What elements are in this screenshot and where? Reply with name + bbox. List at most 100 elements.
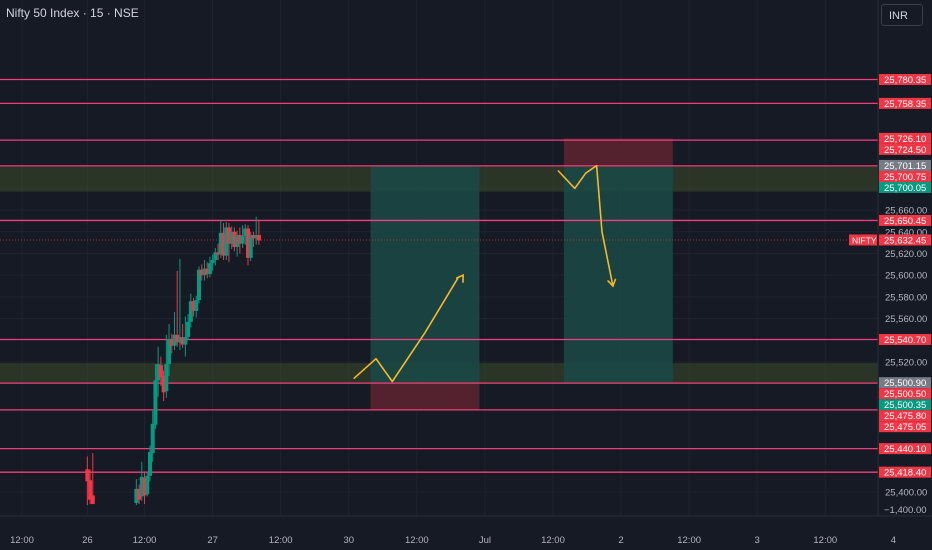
price-level-tag <box>879 410 931 422</box>
price-level-tag-label: 25,418.40 <box>884 468 926 479</box>
candle-body <box>147 451 152 476</box>
candle-body <box>150 423 155 454</box>
currency-button[interactable]: INR <box>881 4 923 26</box>
candle-body <box>218 232 223 255</box>
price-tick-label: 25,520.00 <box>885 357 927 368</box>
price-level-tag-label: 25,701.15 <box>884 161 926 172</box>
price-level-tag-label: 25,500.50 <box>884 389 926 400</box>
candle-body <box>207 263 212 275</box>
time-tick-label: 12:00 <box>133 535 157 546</box>
price-level-tag <box>879 170 931 182</box>
time-tick-label: 12:00 <box>813 535 837 546</box>
candle-body <box>169 339 174 346</box>
candle-body <box>237 235 242 244</box>
price-level-tag-label: 25,650.45 <box>884 216 926 227</box>
candle-body <box>229 231 234 244</box>
price-level-tag-label: −1,400.00 <box>884 505 927 516</box>
candle-body <box>145 475 150 495</box>
price-axis[interactable]: 25,680.0025,660.0025,640.0025,620.0025,6… <box>849 0 932 516</box>
candle-body <box>139 476 144 497</box>
price-level-tag-label: 25,700.05 <box>884 183 926 194</box>
time-tick-label: 2 <box>618 535 623 546</box>
candle-body <box>172 334 177 346</box>
up-arrow-sketch <box>353 277 459 383</box>
price-level-tag-label: 25,440.10 <box>884 444 926 455</box>
candle-body <box>199 269 204 276</box>
down-arrow-sketch <box>557 164 614 287</box>
candle-body <box>88 480 93 500</box>
symbol-tag <box>849 234 877 246</box>
time-tick-label: 3 <box>755 535 760 546</box>
candle-body <box>254 235 259 239</box>
time-axis-bg <box>0 516 932 550</box>
price-tick-label: 25,600.00 <box>885 271 927 282</box>
time-tick-label: 12:00 <box>269 535 293 546</box>
candle-body <box>246 228 251 258</box>
candle-body <box>240 236 245 244</box>
price-level-tag-label: 25,726.10 <box>884 134 926 145</box>
price-level-tag-label: 25,700.75 <box>884 172 926 183</box>
price-level-tag <box>879 132 931 144</box>
candle-body <box>256 235 261 241</box>
price-level-tag-label: 25,500.35 <box>884 400 926 411</box>
candle-body <box>224 227 229 256</box>
price-level-tag <box>879 159 931 171</box>
candle-body <box>191 301 196 311</box>
price-level-tag <box>879 466 931 478</box>
time-tick-label: 26 <box>82 535 93 546</box>
price-level-tag <box>879 443 931 455</box>
price-tick-label: 25,640.00 <box>885 227 927 238</box>
price-level-tag <box>879 143 931 155</box>
time-tick-label: 12:00 <box>541 535 565 546</box>
candle-body <box>183 337 188 345</box>
price-level-tag-label: 25,758.35 <box>884 99 926 110</box>
price-level-tag <box>879 421 931 433</box>
candles <box>85 216 261 506</box>
level-lines <box>0 78 878 473</box>
candle-body <box>205 268 210 275</box>
candle-body <box>216 252 221 255</box>
price-tick-label: 25,660.00 <box>885 206 927 217</box>
price-level-tag <box>879 377 931 389</box>
candle-body <box>161 376 166 393</box>
candle-body <box>213 252 218 260</box>
candle-body <box>153 380 158 425</box>
candle-body <box>235 235 240 247</box>
sketches <box>353 164 617 383</box>
up-arrow-sketch-head <box>455 273 464 283</box>
time-tick-label: 4 <box>891 535 896 546</box>
candle-body <box>202 268 207 276</box>
candle-body <box>137 488 142 500</box>
price-level-tag <box>879 333 931 345</box>
last-price-tag <box>879 234 931 246</box>
candle-body <box>251 235 256 239</box>
candle-body <box>196 269 201 301</box>
price-level-tag <box>879 74 931 86</box>
short-position-target-area <box>563 166 673 384</box>
candle-body <box>85 469 90 482</box>
time-tick-label: 12:00 <box>10 535 34 546</box>
candle-body <box>221 232 226 256</box>
time-tick-label: Jul <box>479 535 491 546</box>
candle-body <box>142 478 147 496</box>
time-tick-label: 12:00 <box>677 535 701 546</box>
candle-body <box>194 300 199 311</box>
candle-body <box>167 339 172 365</box>
symbol-title[interactable]: Nifty 50 Index · 15 · NSE <box>6 6 139 20</box>
price-tick-label: 25,620.00 <box>885 249 927 260</box>
candle-body <box>158 365 163 378</box>
candle-body <box>232 231 237 247</box>
time-tick-label: 12:00 <box>405 535 429 546</box>
price-level-tag <box>879 97 931 109</box>
candle-body <box>134 488 139 503</box>
time-axis[interactable]: 12:00 26 12:00 27 12:00 30 12:00 Jul 12:00 2 12:00… <box>0 515 932 550</box>
price-level-tag-label: 25,475.80 <box>884 411 926 422</box>
candle-body <box>248 235 253 258</box>
last-price-tag-label: 25,632.45 <box>884 235 926 246</box>
candle-body <box>177 337 182 343</box>
candle-body <box>156 364 161 381</box>
candle-body <box>186 321 191 338</box>
candle-body <box>175 334 180 343</box>
